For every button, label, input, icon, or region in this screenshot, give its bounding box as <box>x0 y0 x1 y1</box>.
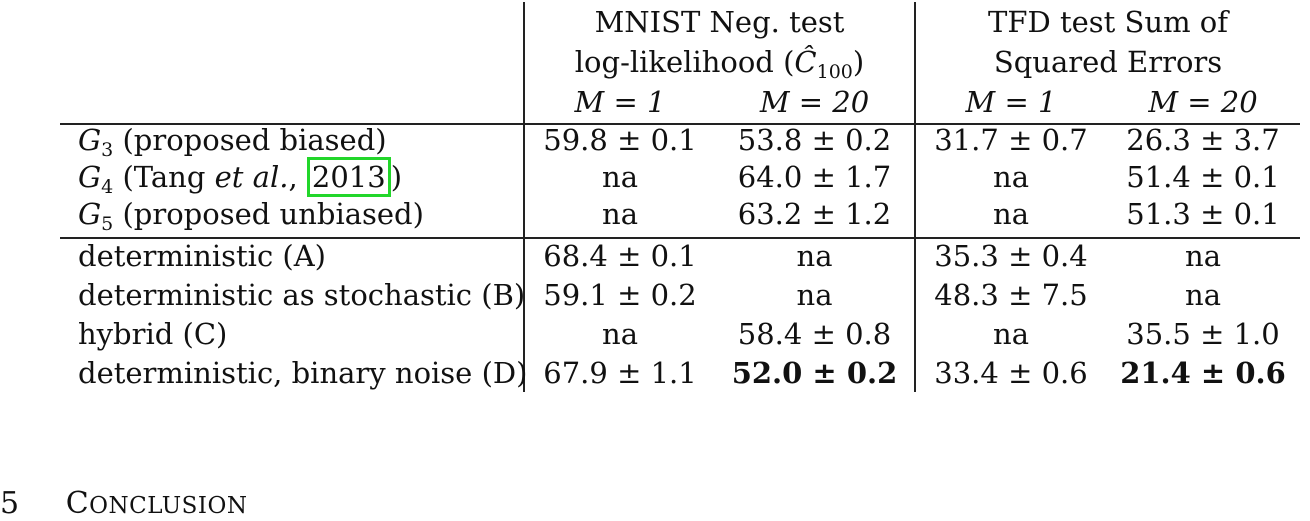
cell-a-tfd-m20: na <box>1185 239 1221 273</box>
cell-d-mnist-m1: 67.9 ± 1.1 <box>543 356 697 390</box>
group-rule <box>60 237 1300 239</box>
cell-g5-mnist-m20: 63.2 ± 1.2 <box>737 197 892 231</box>
subheader-mnist-m1: M = 1 <box>574 85 666 119</box>
header-tfd-line2: Squared Errors <box>993 45 1223 79</box>
cell-g4-tfd-m20: 51.4 ± 0.1 <box>1126 160 1280 194</box>
cell-d-mnist-m20: 52.0 ± 0.2 <box>731 356 898 390</box>
row-label-g5: G5 (proposed unbiased) <box>78 197 424 235</box>
subheader-mnist-m20: M = 20 <box>759 85 870 119</box>
header-mnist-line1: MNIST Neg. test <box>594 5 845 39</box>
cell-g4-mnist-m1: na <box>602 160 638 194</box>
cell-b-tfd-m1: 48.3 ± 7.5 <box>934 278 1088 312</box>
cell-c-tfd-m1: na <box>993 317 1029 351</box>
row-label-d: deterministic, binary noise (D) <box>78 356 528 390</box>
cell-b-mnist-m1: 59.1 ± 0.2 <box>543 278 697 312</box>
row-label-g4: G4 (Tang et al., 2013) <box>78 157 402 198</box>
cell-a-mnist-m1: 68.4 ± 0.1 <box>543 239 697 273</box>
header-mnist-line2: log-likelihood (Ĉ100) <box>574 45 865 83</box>
section-title-initial: C <box>65 486 90 521</box>
cell-c-mnist-m20: 58.4 ± 0.8 <box>737 317 892 351</box>
cell-g4-mnist-m20: 64.0 ± 1.7 <box>737 160 892 194</box>
cell-g3-mnist-m1: 59.8 ± 0.1 <box>543 123 697 157</box>
cell-g5-tfd-m20: 51.3 ± 0.1 <box>1126 197 1280 231</box>
citation-link[interactable]: 2013 <box>306 157 391 197</box>
cell-b-tfd-m20: na <box>1185 278 1221 312</box>
cell-g3-mnist-m20: 53.8 ± 0.2 <box>737 123 892 157</box>
subheader-tfd-m1: M = 1 <box>965 85 1057 119</box>
column-divider-left <box>523 2 525 392</box>
cell-b-mnist-m20: na <box>796 278 833 312</box>
row-label-b: deterministic as stochastic (B) <box>78 278 526 312</box>
section-number: 5 <box>0 486 20 521</box>
cell-c-mnist-m1: na <box>602 317 638 351</box>
header-rule <box>60 123 1300 125</box>
row-label-c: hybrid (C) <box>78 317 228 351</box>
header-mnist: MNIST Neg. test log-likelihood (Ĉ100) <box>525 2 914 92</box>
header-tfd: TFD test Sum of Squared Errors <box>916 2 1300 82</box>
section-title-rest: ONCLUSION <box>89 493 248 519</box>
cell-a-mnist-m20: na <box>796 239 833 273</box>
cell-g5-tfd-m1: na <box>993 197 1029 231</box>
subheader-tfd-m20: M = 20 <box>1148 85 1258 119</box>
row-label-g3: G3 (proposed biased) <box>78 123 387 161</box>
column-divider-middle <box>914 2 916 392</box>
section-heading: 5 CONCLUSION <box>0 486 247 521</box>
cell-d-tfd-m20: 21.4 ± 0.6 <box>1120 356 1286 390</box>
cell-g5-mnist-m1: na <box>602 197 638 231</box>
row-label-a: deterministic (A) <box>78 239 326 273</box>
results-table: MNIST Neg. test log-likelihood (Ĉ100) TF… <box>60 2 1300 394</box>
cell-g3-tfd-m20: 26.3 ± 3.7 <box>1126 123 1280 157</box>
cell-g3-tfd-m1: 31.7 ± 0.7 <box>934 123 1088 157</box>
cell-a-tfd-m1: 35.3 ± 0.4 <box>934 239 1088 273</box>
cell-g4-tfd-m1: na <box>993 160 1029 194</box>
cell-d-tfd-m1: 33.4 ± 0.6 <box>934 356 1088 390</box>
header-tfd-line1: TFD test Sum of <box>988 5 1228 39</box>
cell-c-tfd-m20: 35.5 ± 1.0 <box>1126 317 1280 351</box>
